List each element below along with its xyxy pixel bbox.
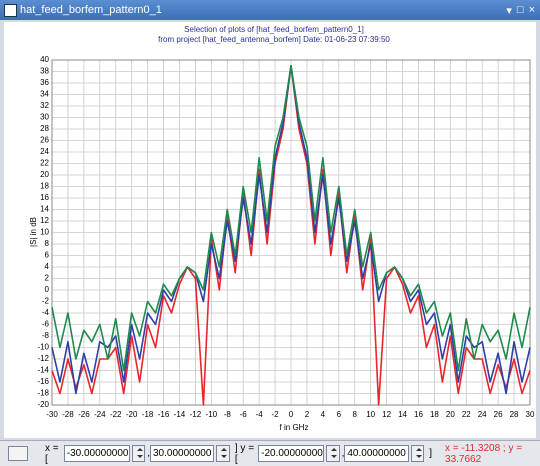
x-tick-label: -6	[240, 410, 248, 419]
minimize-button[interactable]: ▾	[506, 4, 512, 17]
y-tick-label: 38	[40, 67, 49, 76]
separator: ,	[341, 448, 345, 459]
x-tick-label: -24	[94, 410, 106, 419]
y-range-label: ] y = [	[234, 442, 255, 465]
x-tick-label: -18	[142, 410, 154, 419]
x-tick-label: 16	[414, 410, 423, 419]
x-tick-label: -30	[46, 410, 58, 419]
x-tick-label: 28	[510, 410, 519, 419]
x-tick-label: -4	[256, 410, 264, 419]
x-tick-label: -10	[206, 410, 218, 419]
chart-title: Selection of plots of [hat_feed_borfem_p…	[184, 25, 364, 34]
y-tick-label: 34	[40, 90, 49, 99]
y-tick-label: 24	[40, 147, 49, 156]
chart-subtitle: from project [hat_feed_antenna_borfem] D…	[158, 35, 390, 44]
x-tick-label: -26	[78, 410, 90, 419]
y-tick-label: -4	[42, 308, 50, 317]
x-tick-label: 10	[366, 410, 375, 419]
y-tick-label: 4	[45, 262, 50, 271]
chart: Selection of plots of [hat_feed_borfem_p…	[4, 22, 536, 438]
x-tick-label: 4	[321, 410, 326, 419]
x-max-field[interactable]: 30.00000000	[149, 445, 215, 462]
y-tick-label: 22	[40, 159, 49, 168]
y-tick-label: 30	[40, 113, 49, 122]
x-tick-label: 0	[289, 410, 294, 419]
window-title: hat_feed_borfem_pattern0_1	[20, 4, 162, 16]
x-min-field[interactable]: -30.00000000	[63, 445, 130, 462]
x-tick-label: 18	[430, 410, 439, 419]
x-tick-label: 26	[494, 410, 503, 419]
separator: ,	[147, 448, 150, 459]
y-tick-label: -20	[37, 400, 49, 409]
x-tick-label: 14	[398, 410, 407, 419]
cursor-readout: x = -11.3208 ; y = 33.7662	[445, 442, 523, 465]
x-tick-label: 8	[353, 410, 358, 419]
y-tick-label: -2	[42, 297, 50, 306]
series-line	[51, 64, 531, 372]
y-tick-label: 14	[40, 205, 49, 214]
y-tick-label: 36	[40, 78, 49, 87]
y-tick-label: 16	[40, 193, 49, 202]
toolbar-button[interactable]	[8, 446, 29, 461]
x-tick-label: 24	[478, 410, 487, 419]
x-tick-label: -28	[62, 410, 74, 419]
y-tick-label: 18	[40, 182, 49, 191]
x-tick-label: 6	[337, 410, 342, 419]
x-range-label: x = [	[45, 442, 59, 465]
title-bar: hat_feed_borfem_pattern0_1 ▾ □ ×	[0, 0, 540, 20]
y-tick-label: -18	[37, 389, 49, 398]
x-tick-label: -16	[158, 410, 170, 419]
y-tick-label: 10	[40, 228, 49, 237]
y-min-field[interactable]: -20.00000000	[258, 445, 325, 462]
y-tick-label: -12	[37, 354, 49, 363]
plot-frame	[51, 59, 531, 406]
close-button[interactable]: ×	[528, 4, 535, 16]
spinner[interactable]	[131, 445, 146, 462]
x-tick-label: 30	[526, 410, 535, 419]
x-tick-label: 2	[305, 410, 310, 419]
x-tick-label: -20	[126, 410, 138, 419]
y-tick-label: 12	[40, 216, 49, 225]
y-tick-label: 40	[40, 55, 49, 64]
y-tick-label: 6	[45, 251, 50, 260]
y-tick-label: 28	[40, 124, 49, 133]
y-tick-label: 2	[45, 274, 50, 283]
x-tick-label: -14	[174, 410, 186, 419]
y-tick-label: -14	[37, 366, 49, 375]
y-tick-label: -6	[42, 320, 50, 329]
y-axis-label: |S| in dB	[29, 217, 38, 247]
y-tick-label: -8	[42, 331, 50, 340]
chart-background	[4, 22, 536, 438]
window-icon	[4, 4, 17, 17]
y-tick-label: -10	[37, 343, 49, 352]
maximize-button[interactable]: □	[516, 4, 524, 16]
y-tick-label: -16	[37, 377, 49, 386]
toolbar: x = [ -30.00000000 , 30.00000000 ] y = […	[0, 440, 540, 466]
y-max-field[interactable]: 40.00000000	[344, 445, 409, 462]
y-tick-label: 26	[40, 136, 49, 145]
y-tick-label: 0	[45, 285, 50, 294]
x-tick-label: 12	[382, 410, 391, 419]
x-tick-label: 20	[446, 410, 455, 419]
y-tick-label: 8	[45, 239, 50, 248]
x-tick-label: -2	[272, 410, 280, 419]
x-tick-label: -8	[224, 410, 232, 419]
x-axis-label: f in GHz	[280, 423, 309, 432]
x-tick-label: 22	[462, 410, 471, 419]
spinner[interactable]	[326, 445, 340, 462]
x-tick-label: -22	[110, 410, 122, 419]
spinner[interactable]	[410, 445, 425, 462]
spinner[interactable]	[216, 445, 230, 462]
y-tick-label: 32	[40, 101, 49, 110]
range-end: ]	[429, 448, 433, 459]
x-tick-label: -12	[190, 410, 202, 419]
y-tick-label: 20	[40, 170, 49, 179]
